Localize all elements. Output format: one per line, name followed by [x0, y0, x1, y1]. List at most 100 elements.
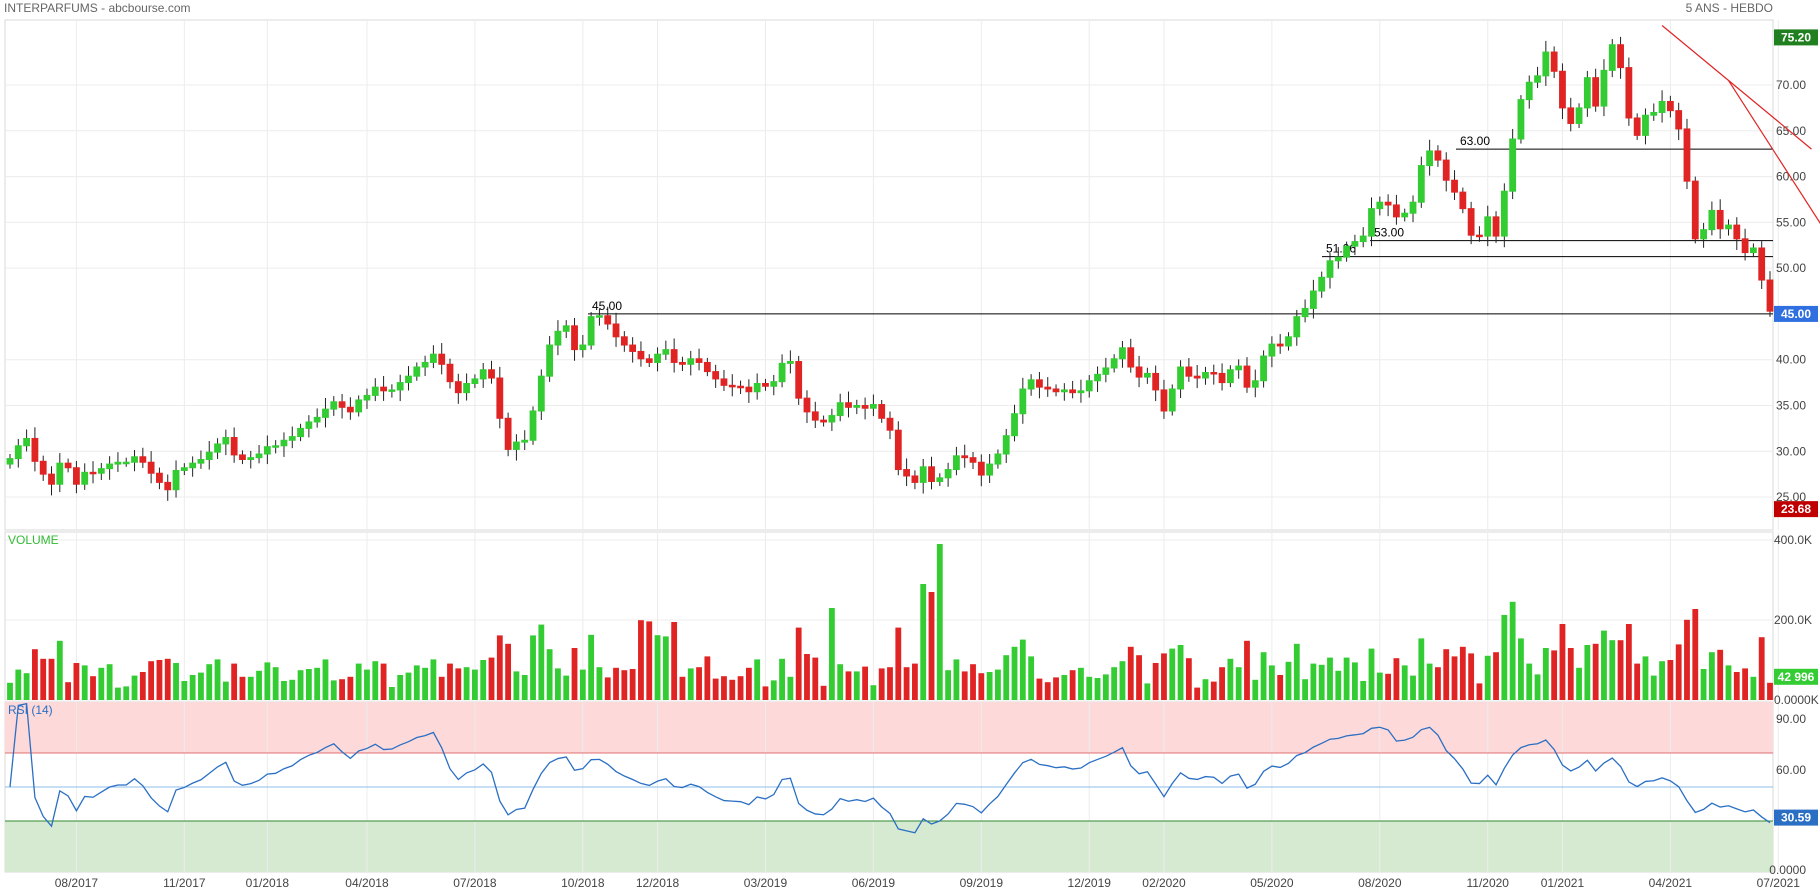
- volume-bar: [463, 667, 470, 700]
- candle-body: [1451, 179, 1458, 193]
- candle-body: [139, 456, 147, 463]
- volume-bar: [1609, 640, 1616, 700]
- rsi-line: [9, 702, 1771, 834]
- volume-bar: [1758, 637, 1765, 700]
- candle-body: [1725, 224, 1732, 230]
- volume-bar: [123, 686, 130, 700]
- x-tick-label: 10/2018: [561, 876, 605, 890]
- candle-body: [363, 394, 371, 401]
- volume-bar: [895, 627, 902, 700]
- candle-body: [1318, 276, 1326, 292]
- volume-bar: [513, 671, 520, 700]
- volume-bar: [530, 635, 536, 700]
- price-tick-label: 50.00: [1776, 261, 1806, 275]
- candle-body: [579, 344, 587, 351]
- candle-body: [338, 401, 346, 408]
- volume-bar: [1102, 674, 1109, 700]
- price-tick-label: 65.00: [1776, 124, 1806, 138]
- volume-bar: [1161, 653, 1167, 700]
- candle-body: [1417, 165, 1425, 203]
- candle-body: [1235, 365, 1243, 371]
- candle-body: [1434, 150, 1442, 161]
- candle-body: [189, 462, 197, 469]
- volume-bar: [7, 682, 13, 700]
- volume-bar: [1094, 678, 1101, 700]
- x-tick-label: 07/2018: [453, 876, 497, 890]
- volume-bar: [131, 675, 138, 700]
- candle-body: [438, 353, 446, 365]
- candle-body: [529, 410, 537, 441]
- volume-bar: [1592, 643, 1599, 700]
- volume-bar: [1260, 652, 1267, 700]
- candle-body: [156, 472, 163, 483]
- candle-body: [886, 417, 894, 431]
- candle-body: [504, 417, 512, 450]
- candle-body: [446, 363, 454, 383]
- candle-body: [230, 437, 238, 456]
- volume-bar: [1028, 656, 1035, 700]
- trend-line: [1661, 25, 1812, 150]
- volume-bar: [173, 663, 179, 700]
- candle-body: [537, 375, 545, 412]
- candle-body: [1525, 81, 1533, 101]
- current-price-badge: 45.00: [1781, 307, 1811, 321]
- candle-body: [513, 441, 520, 450]
- volume-bar: [364, 669, 370, 700]
- candle-body: [1700, 229, 1707, 240]
- candle-body: [1185, 366, 1193, 377]
- candle-body: [770, 381, 778, 387]
- volume-bar: [388, 687, 395, 700]
- volume-bar: [1717, 649, 1724, 700]
- candle-body: [679, 361, 686, 365]
- rsi-tick-label: 60.00: [1776, 763, 1806, 777]
- volume-bar: [1501, 615, 1508, 700]
- volume-panel-label: VOLUME: [8, 533, 59, 547]
- volume-bar: [1692, 609, 1699, 700]
- x-tick-label: 12/2019: [1068, 876, 1112, 890]
- volume-bar: [98, 667, 105, 700]
- volume-bar: [1036, 678, 1043, 700]
- volume-bar: [870, 685, 877, 700]
- volume-bar: [56, 640, 63, 700]
- support-line-label: 45.00: [592, 299, 622, 313]
- price-tick-label: 55.00: [1776, 215, 1806, 229]
- candle-body: [1583, 77, 1591, 109]
- candle-body: [521, 439, 529, 443]
- candle-body: [1666, 100, 1674, 112]
- volume-bar: [828, 608, 835, 700]
- volume-bar: [330, 680, 337, 700]
- candle-body: [1766, 279, 1774, 312]
- candle-body: [961, 455, 969, 459]
- volume-bar: [1468, 653, 1475, 700]
- candle-body: [1060, 389, 1068, 393]
- volume-bar: [106, 664, 113, 700]
- volume-bar: [272, 667, 279, 700]
- volume-bar: [1327, 657, 1333, 700]
- volume-bar: [936, 544, 943, 700]
- x-tick-label: 02/2020: [1142, 876, 1186, 890]
- x-tick-label: 11/2017: [163, 876, 206, 890]
- volume-bar: [986, 672, 993, 700]
- volume-bar: [488, 657, 495, 700]
- volume-bar: [1169, 648, 1176, 700]
- volume-bar: [1667, 660, 1674, 700]
- volume-bar: [853, 671, 860, 700]
- volume-bar: [1435, 667, 1441, 700]
- volume-bar: [1708, 652, 1715, 700]
- volume-bar: [621, 670, 628, 700]
- candle-body: [239, 454, 246, 460]
- volume-bar: [961, 671, 968, 700]
- volume-bar: [1360, 681, 1367, 700]
- volume-bar: [1202, 679, 1209, 700]
- volume-bar: [189, 675, 196, 700]
- volume-bar: [1343, 657, 1350, 700]
- volume-bar: [555, 668, 561, 700]
- rsi-overbought-zone: [5, 702, 1773, 753]
- volume-bar: [1210, 681, 1217, 700]
- candle-body: [1559, 70, 1566, 109]
- candle-body: [1592, 77, 1600, 107]
- volume-bar: [164, 658, 171, 700]
- volume-bar: [181, 681, 188, 700]
- candle-body: [1193, 375, 1201, 379]
- volume-bar: [588, 634, 595, 700]
